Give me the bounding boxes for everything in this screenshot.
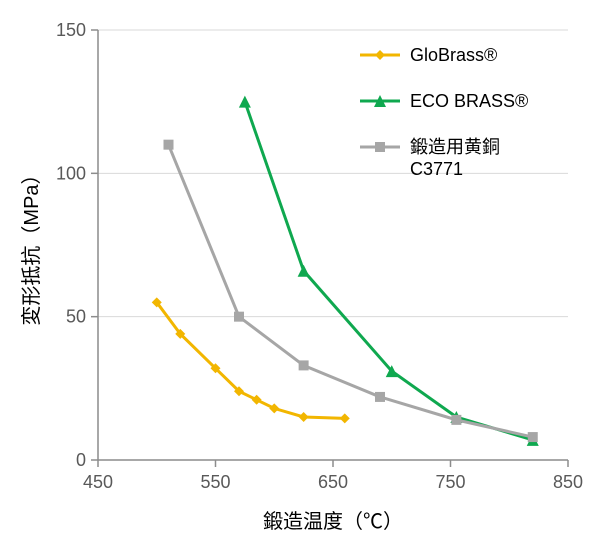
marker-square (528, 432, 538, 442)
x-tick-label: 750 (435, 472, 465, 492)
marker-square (299, 360, 309, 370)
marker-square (451, 415, 461, 425)
x-tick-label: 550 (200, 472, 230, 492)
legend-label: ECO BRASS® (410, 91, 528, 111)
y-tick-label: 100 (56, 163, 86, 183)
y-tick-label: 150 (56, 20, 86, 40)
chart-container: 450 550 650 750 850 0 50 100 150 鍛造温度（℃） 変形抵抗（MPa）… (0, 0, 600, 558)
y-tick-label: 0 (76, 450, 86, 470)
x-tick-label: 650 (318, 472, 348, 492)
deformation-resistance-chart: 450 550 650 750 850 0 50 100 150 鍛造温度（℃） 変形抵抗（MPa）… (0, 0, 600, 558)
marker-square (375, 142, 385, 152)
legend-label: 鍛造用黄銅 (410, 137, 500, 157)
marker-square (234, 312, 244, 322)
x-tick-label: 450 (83, 472, 113, 492)
marker-square (164, 140, 174, 150)
legend-label: C3771 (410, 159, 463, 179)
x-axis-label: 鍛造温度（℃） (263, 510, 403, 533)
marker-square (375, 392, 385, 402)
legend-label: GloBrass® (410, 45, 497, 65)
y-axis-label: 変形抵抗（MPa） (20, 164, 43, 325)
y-tick-label: 50 (66, 307, 86, 327)
x-tick-label: 850 (553, 472, 583, 492)
